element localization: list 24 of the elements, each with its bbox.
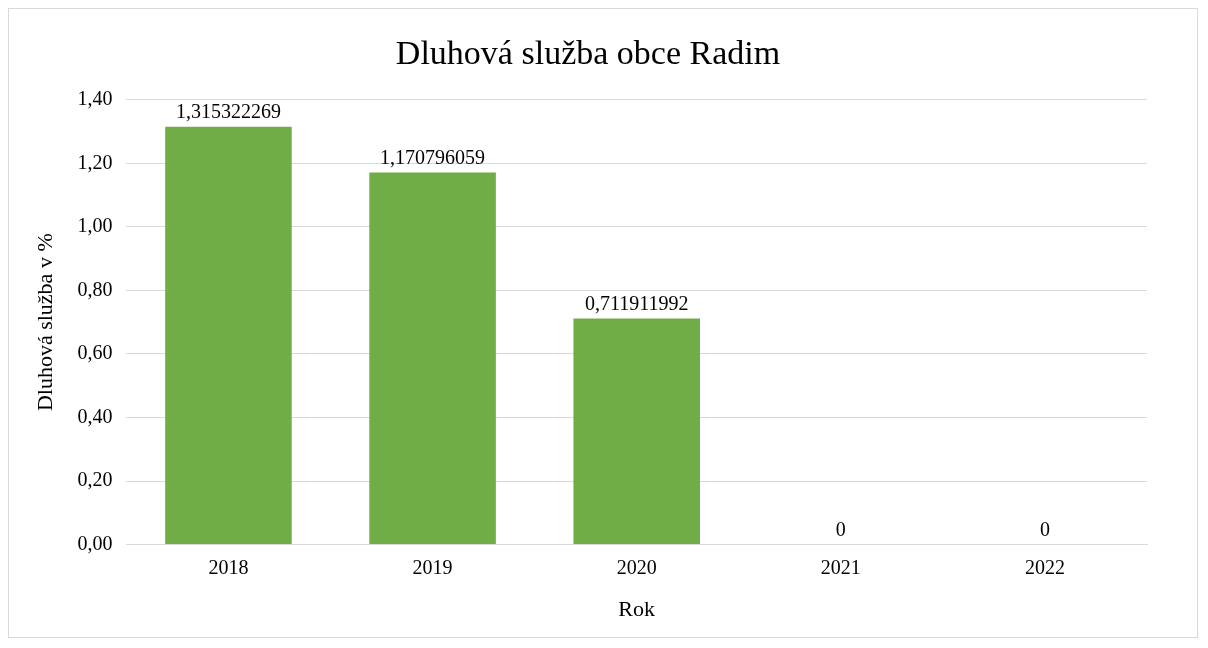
x-axis-title: Rok xyxy=(618,595,656,621)
x-tick-label: 2018 xyxy=(208,555,249,578)
bar xyxy=(573,318,700,545)
x-tick-label: 2019 xyxy=(412,555,453,578)
y-tick-label: 1,40 xyxy=(77,87,113,110)
y-tick-label: 0,20 xyxy=(77,468,113,491)
data-label: 0,711911992 xyxy=(584,291,689,314)
x-tick-label: 2021 xyxy=(820,555,861,578)
y-tick-label: 0,40 xyxy=(77,404,113,427)
bar xyxy=(369,172,496,545)
y-tick-label: 0,00 xyxy=(77,531,113,554)
y-tick-label: 0,80 xyxy=(77,277,113,300)
y-axis-title: Dluhová služba v % xyxy=(31,233,57,412)
data-label: 1,170796059 xyxy=(380,145,486,168)
chart-title: Dluhová služba obce Radim xyxy=(395,34,781,72)
x-tick-label: 2022 xyxy=(1024,555,1065,578)
bar xyxy=(165,126,292,545)
y-tick-label: 1,20 xyxy=(77,150,113,173)
y-tick-label: 0,60 xyxy=(77,341,113,364)
data-label: 0 xyxy=(1039,517,1050,540)
data-label: 1,315322269 xyxy=(175,99,281,122)
y-tick-label: 1,00 xyxy=(77,214,113,237)
x-tick-label: 2020 xyxy=(616,555,657,578)
data-label: 0 xyxy=(835,517,846,540)
